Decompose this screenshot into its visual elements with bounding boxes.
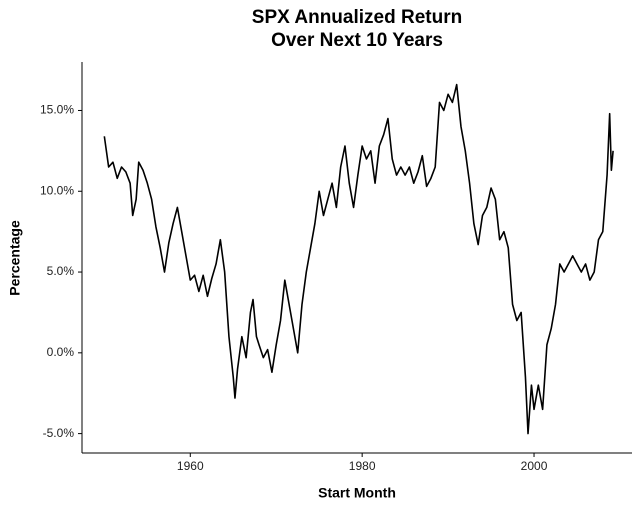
- y-tick-label: 10.0%: [40, 183, 74, 197]
- y-tick-label: 0.0%: [47, 345, 75, 359]
- chart-title: SPX Annualized Return: [252, 7, 462, 28]
- chart-title: Over Next 10 Years: [271, 30, 443, 51]
- x-tick-label: 1960: [177, 459, 204, 473]
- line: [103, 83, 614, 435]
- x-axis-title: Start Month: [318, 485, 396, 501]
- y-tick-label: 5.0%: [47, 264, 75, 278]
- y-tick-label: 15.0%: [40, 103, 74, 117]
- x-tick-label: 2000: [521, 459, 548, 473]
- x-tick-label: 1980: [349, 459, 376, 473]
- y-axis-title: Percentage: [7, 220, 23, 296]
- y-tick-label: -5.0%: [43, 426, 75, 440]
